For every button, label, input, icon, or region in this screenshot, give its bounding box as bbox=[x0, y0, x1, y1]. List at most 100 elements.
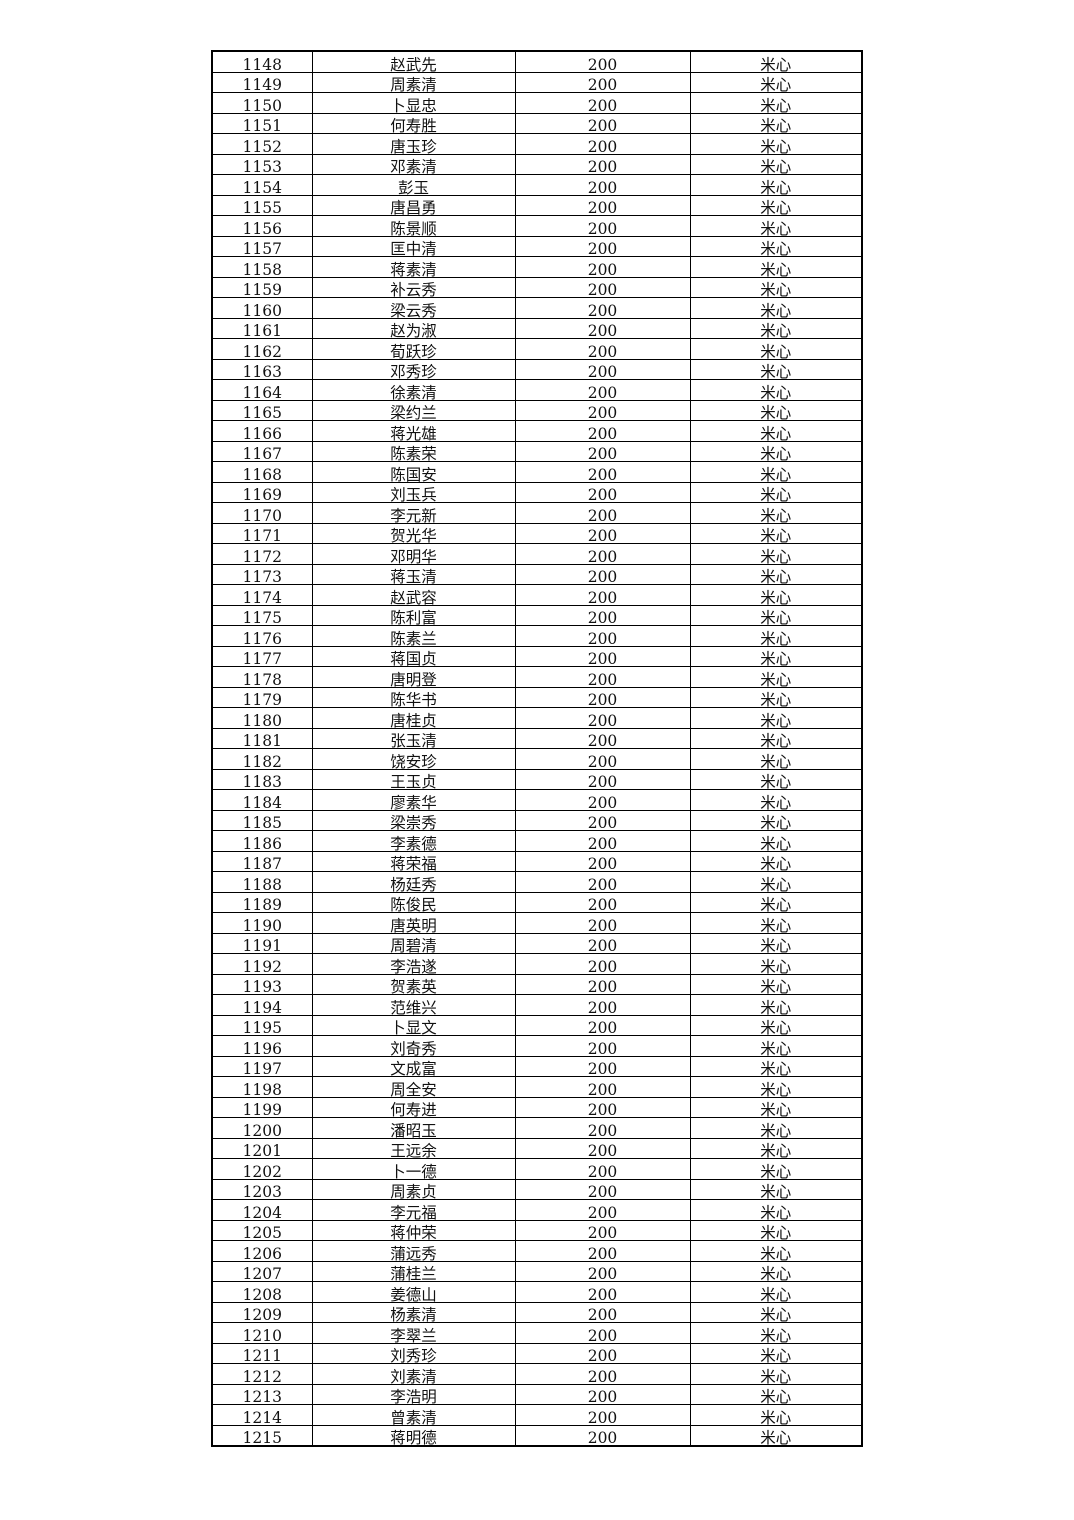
village-cell: 米心 bbox=[689, 994, 863, 1016]
village-cell-text: 米心 bbox=[760, 1429, 792, 1446]
amount-cell-text: 200 bbox=[587, 55, 618, 72]
village-cell-text: 米心 bbox=[760, 424, 792, 441]
name-cell: 蒋明德 bbox=[311, 1424, 516, 1447]
row-number-cell: 1187 bbox=[211, 850, 313, 872]
row-number-cell: 1182 bbox=[211, 748, 313, 770]
name-cell-text: 唐英明 bbox=[390, 916, 437, 933]
table-row: 1170 李元新 200 米心 bbox=[211, 502, 863, 524]
table-row: 1193 贺素英 200 米心 bbox=[211, 973, 863, 995]
name-cell-text: 赵为淑 bbox=[390, 322, 437, 339]
amount-cell: 200 bbox=[514, 1281, 691, 1303]
name-cell-text: 李浩明 bbox=[390, 1388, 437, 1405]
amount-cell-text: 200 bbox=[587, 383, 618, 400]
row-number-cell-text: 1209 bbox=[242, 1306, 282, 1323]
row-number-cell-text: 1184 bbox=[242, 793, 282, 810]
row-number-cell-text: 1170 bbox=[242, 506, 282, 523]
amount-cell-text: 200 bbox=[587, 1019, 618, 1036]
row-number-cell: 1189 bbox=[211, 891, 313, 913]
name-cell-text: 李元福 bbox=[390, 1203, 437, 1220]
name-cell-text: 贺素英 bbox=[390, 978, 437, 995]
table-row: 1182 饶安珍 200 米心 bbox=[211, 748, 863, 770]
village-cell-text: 米心 bbox=[760, 814, 792, 831]
row-number-cell: 1184 bbox=[211, 789, 313, 811]
name-cell-text: 梁崇秀 bbox=[390, 814, 437, 831]
name-cell-text: 杨廷秀 bbox=[390, 875, 437, 892]
row-number-cell-text: 1194 bbox=[242, 998, 282, 1015]
table-row: 1206 蒲远秀 200 米心 bbox=[211, 1240, 863, 1262]
row-number-cell: 1173 bbox=[211, 563, 313, 585]
name-cell: 李翠兰 bbox=[311, 1322, 516, 1344]
village-cell: 米心 bbox=[689, 522, 863, 544]
name-cell: 陈素荣 bbox=[311, 440, 516, 462]
village-cell-text: 米心 bbox=[760, 506, 792, 523]
village-cell: 米心 bbox=[689, 1301, 863, 1323]
amount-cell-text: 200 bbox=[587, 117, 618, 134]
table-row: 1155 唐昌勇 200 米心 bbox=[211, 194, 863, 216]
village-cell: 米心 bbox=[689, 174, 863, 196]
village-cell-text: 米心 bbox=[760, 834, 792, 851]
amount-cell-text: 200 bbox=[587, 342, 618, 359]
village-cell: 米心 bbox=[689, 932, 863, 954]
row-number-cell: 1215 bbox=[211, 1424, 313, 1447]
village-cell: 米心 bbox=[689, 71, 863, 93]
village-cell-text: 米心 bbox=[760, 76, 792, 93]
name-cell-text: 刘秀珍 bbox=[390, 1347, 437, 1364]
amount-cell-text: 200 bbox=[587, 281, 618, 298]
row-number-cell-text: 1173 bbox=[242, 568, 282, 585]
amount-cell-text: 200 bbox=[587, 363, 618, 380]
amount-cell: 200 bbox=[514, 912, 691, 934]
row-number-cell-text: 1201 bbox=[242, 1142, 282, 1159]
name-cell-text: 徐素清 bbox=[390, 383, 437, 400]
village-cell-text: 米心 bbox=[760, 670, 792, 687]
name-cell-text: 蒲远秀 bbox=[390, 1244, 437, 1261]
name-cell-text: 陈俊民 bbox=[390, 896, 437, 913]
name-cell-text: 李浩遂 bbox=[390, 957, 437, 974]
table-row: 1201 王远余 200 米心 bbox=[211, 1137, 863, 1159]
row-number-cell: 1208 bbox=[211, 1281, 313, 1303]
row-number-cell: 1212 bbox=[211, 1363, 313, 1385]
row-number-cell: 1181 bbox=[211, 727, 313, 749]
amount-cell: 200 bbox=[514, 1096, 691, 1118]
village-cell: 米心 bbox=[689, 461, 863, 483]
amount-cell-text: 200 bbox=[587, 404, 618, 421]
row-number-cell-text: 1202 bbox=[242, 1162, 282, 1179]
amount-cell: 200 bbox=[514, 830, 691, 852]
row-number-cell-text: 1163 bbox=[242, 363, 282, 380]
row-number-cell: 1174 bbox=[211, 584, 313, 606]
village-cell: 米心 bbox=[689, 92, 863, 114]
name-cell-text: 蒋光雄 bbox=[390, 424, 437, 441]
amount-cell: 200 bbox=[514, 420, 691, 442]
amount-cell-text: 200 bbox=[587, 137, 618, 154]
row-number-cell: 1161 bbox=[211, 317, 313, 339]
amount-cell: 200 bbox=[514, 1117, 691, 1139]
name-cell: 李元福 bbox=[311, 1199, 516, 1221]
row-number-cell-text: 1187 bbox=[242, 855, 282, 872]
amount-cell: 200 bbox=[514, 789, 691, 811]
amount-cell: 200 bbox=[514, 1137, 691, 1159]
row-number-cell-text: 1200 bbox=[242, 1121, 282, 1138]
row-number-cell-text: 1160 bbox=[242, 301, 282, 318]
amount-cell-text: 200 bbox=[587, 793, 618, 810]
table-row: 1165 梁约兰 200 米心 bbox=[211, 399, 863, 421]
village-cell: 米心 bbox=[689, 604, 863, 626]
table-row: 1197 文成富 200 米心 bbox=[211, 1055, 863, 1077]
amount-cell: 200 bbox=[514, 973, 691, 995]
row-number-cell: 1176 bbox=[211, 625, 313, 647]
amount-cell-text: 200 bbox=[587, 978, 618, 995]
row-number-cell-text: 1195 bbox=[242, 1019, 282, 1036]
name-cell-text: 蒋玉清 bbox=[390, 568, 437, 585]
row-number-cell: 1155 bbox=[211, 194, 313, 216]
row-number-cell: 1168 bbox=[211, 461, 313, 483]
row-number-cell: 1196 bbox=[211, 1035, 313, 1057]
amount-cell-text: 200 bbox=[587, 96, 618, 113]
name-cell-text: 周碧清 bbox=[390, 937, 437, 954]
village-cell-text: 米心 bbox=[760, 568, 792, 585]
row-number-cell: 1175 bbox=[211, 604, 313, 626]
row-number-cell: 1190 bbox=[211, 912, 313, 934]
name-cell: 陈俊民 bbox=[311, 891, 516, 913]
village-cell: 米心 bbox=[689, 850, 863, 872]
amount-cell: 200 bbox=[514, 686, 691, 708]
village-cell-text: 米心 bbox=[760, 855, 792, 872]
table-row: 1203 周素贞 200 米心 bbox=[211, 1178, 863, 1200]
village-cell: 米心 bbox=[689, 727, 863, 749]
